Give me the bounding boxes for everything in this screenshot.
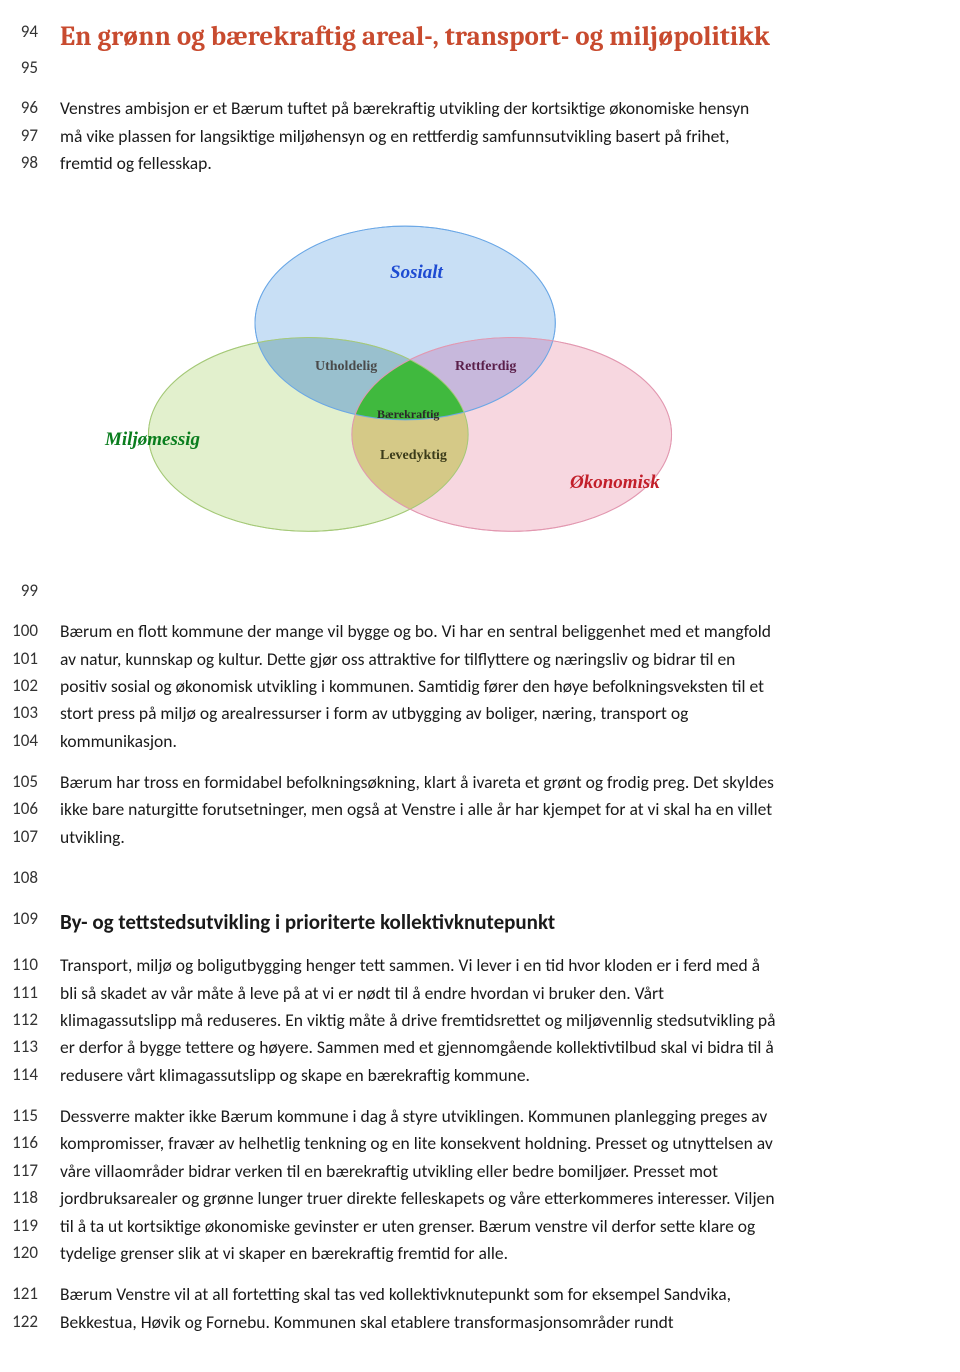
venn-label: Økonomisk bbox=[570, 469, 660, 497]
paragraph: 115Dessverre makter ikke Bærum kommune i… bbox=[0, 1104, 920, 1268]
line-number: 111 bbox=[0, 981, 60, 1006]
body-text: Dessverre makter ikke Bærum kommune i da… bbox=[60, 1104, 920, 1129]
venn-label: Utholdelig bbox=[315, 357, 377, 377]
body-text: må vike plassen for langsiktige miljøhen… bbox=[60, 124, 920, 149]
body-text: Venstres ambisjon er et Bærum tuftet på … bbox=[60, 96, 920, 121]
body-text: kompromisser, fravær av helhetlig tenkni… bbox=[60, 1131, 920, 1156]
body-text: Bærum Venstre vil at all fortetting skal… bbox=[60, 1282, 920, 1307]
document-page: 94 En grønn og bærekraftig areal-, trans… bbox=[0, 20, 920, 1351]
paragraph: 105Bærum har tross en formidabel befolkn… bbox=[0, 770, 920, 852]
line-number: 117 bbox=[0, 1159, 60, 1184]
line-number: 110 bbox=[0, 953, 60, 978]
body-text: klimagassutslipp må reduseres. En viktig… bbox=[60, 1008, 920, 1033]
line-number: 94 bbox=[0, 20, 60, 45]
body-text: av natur, kunnskap og kultur. Dette gjør… bbox=[60, 647, 920, 672]
subheading: By- og tettstedsutvikling i prioriterte … bbox=[60, 907, 920, 937]
body-text: er derfor å bygge tettere og høyere. Sam… bbox=[60, 1035, 920, 1060]
line-number: 112 bbox=[0, 1008, 60, 1033]
line-number: 103 bbox=[0, 701, 60, 726]
body-text: positiv sosial og økonomisk utvikling i … bbox=[60, 674, 920, 699]
line-number: 99 bbox=[0, 579, 60, 604]
paragraph: 100Bærum en flott kommune der mange vil … bbox=[0, 619, 920, 756]
paragraph: 121Bærum Venstre vil at all fortetting s… bbox=[0, 1282, 920, 1337]
body-text: redusere vårt klimagassutslipp og skape … bbox=[60, 1063, 920, 1088]
line-number: 105 bbox=[0, 770, 60, 795]
line-number: 122 bbox=[0, 1310, 60, 1335]
line-number: 98 bbox=[0, 151, 60, 176]
venn-label: Sosialt bbox=[390, 259, 443, 287]
line-number: 100 bbox=[0, 619, 60, 644]
line-number: 104 bbox=[0, 729, 60, 754]
line-number: 116 bbox=[0, 1131, 60, 1156]
body-text: Transport, miljø og boligutbygging henge… bbox=[60, 953, 920, 978]
subheading-block: 109By- og tettstedsutvikling i prioriter… bbox=[0, 907, 920, 939]
body-text: Bærum har tross en formidabel befolkning… bbox=[60, 770, 920, 795]
line-number: 95 bbox=[0, 56, 60, 81]
line-number: 101 bbox=[0, 647, 60, 672]
line-number: 113 bbox=[0, 1035, 60, 1060]
spacer-line: 108 bbox=[0, 866, 920, 893]
venn-label: Bærekraftig bbox=[377, 406, 439, 423]
line-number: 109 bbox=[0, 907, 60, 932]
body-text: ikke bare naturgitte forutsetninger, men… bbox=[60, 797, 920, 822]
line-number: 102 bbox=[0, 674, 60, 699]
line-number: 119 bbox=[0, 1214, 60, 1239]
body-text: stort press på miljø og arealressurser i… bbox=[60, 701, 920, 726]
body-text: våre villaområder bidrar verken til en b… bbox=[60, 1159, 920, 1184]
line-number: 107 bbox=[0, 825, 60, 850]
line-number: 120 bbox=[0, 1241, 60, 1266]
paragraph: 96Venstres ambisjon er et Bærum tuftet p… bbox=[0, 96, 920, 178]
body-text: til å ta ut kortsiktige økonomiske gevin… bbox=[60, 1214, 920, 1239]
body-text: utvikling. bbox=[60, 825, 920, 850]
line-number: 106 bbox=[0, 797, 60, 822]
body-text: Bekkestua, Høvik og Fornebu. Kommunen sk… bbox=[60, 1310, 920, 1335]
venn-diagram-container: Sosialt Miljømessig Økonomisk Utholdelig Ret… bbox=[0, 211, 920, 571]
line-number: 108 bbox=[0, 866, 60, 891]
line-number: 115 bbox=[0, 1104, 60, 1129]
line-number: 121 bbox=[0, 1282, 60, 1307]
line-number: 97 bbox=[0, 124, 60, 149]
venn-label: Rettferdig bbox=[455, 357, 516, 377]
page-heading: En grønn og bærekraftig areal-, transpor… bbox=[60, 20, 920, 54]
body-text: fremtid og fellesskap. bbox=[60, 151, 920, 176]
body-text: Bærum en flott kommune der mange vil byg… bbox=[60, 619, 920, 644]
venn-diagram: Sosialt Miljømessig Økonomisk Utholdelig Ret… bbox=[100, 211, 660, 561]
body-text: kommunikasjon. bbox=[60, 729, 920, 754]
line-number: 96 bbox=[0, 96, 60, 121]
body-text: bli så skadet av vår måte å leve på at v… bbox=[60, 981, 920, 1006]
line-number: 118 bbox=[0, 1186, 60, 1211]
venn-label: Levedyktig bbox=[380, 446, 447, 466]
body-text: jordbruksarealer og grønne lunger truer … bbox=[60, 1186, 920, 1211]
heading-block: 94 En grønn og bærekraftig areal-, trans… bbox=[0, 20, 920, 82]
body-text: tydelige grenser slik at vi skaper en bæ… bbox=[60, 1241, 920, 1266]
spacer-line: 99 bbox=[0, 579, 920, 606]
paragraph: 110Transport, miljø og boligutbygging he… bbox=[0, 953, 920, 1090]
venn-label: Miljømessig bbox=[105, 426, 200, 454]
line-number: 114 bbox=[0, 1063, 60, 1088]
